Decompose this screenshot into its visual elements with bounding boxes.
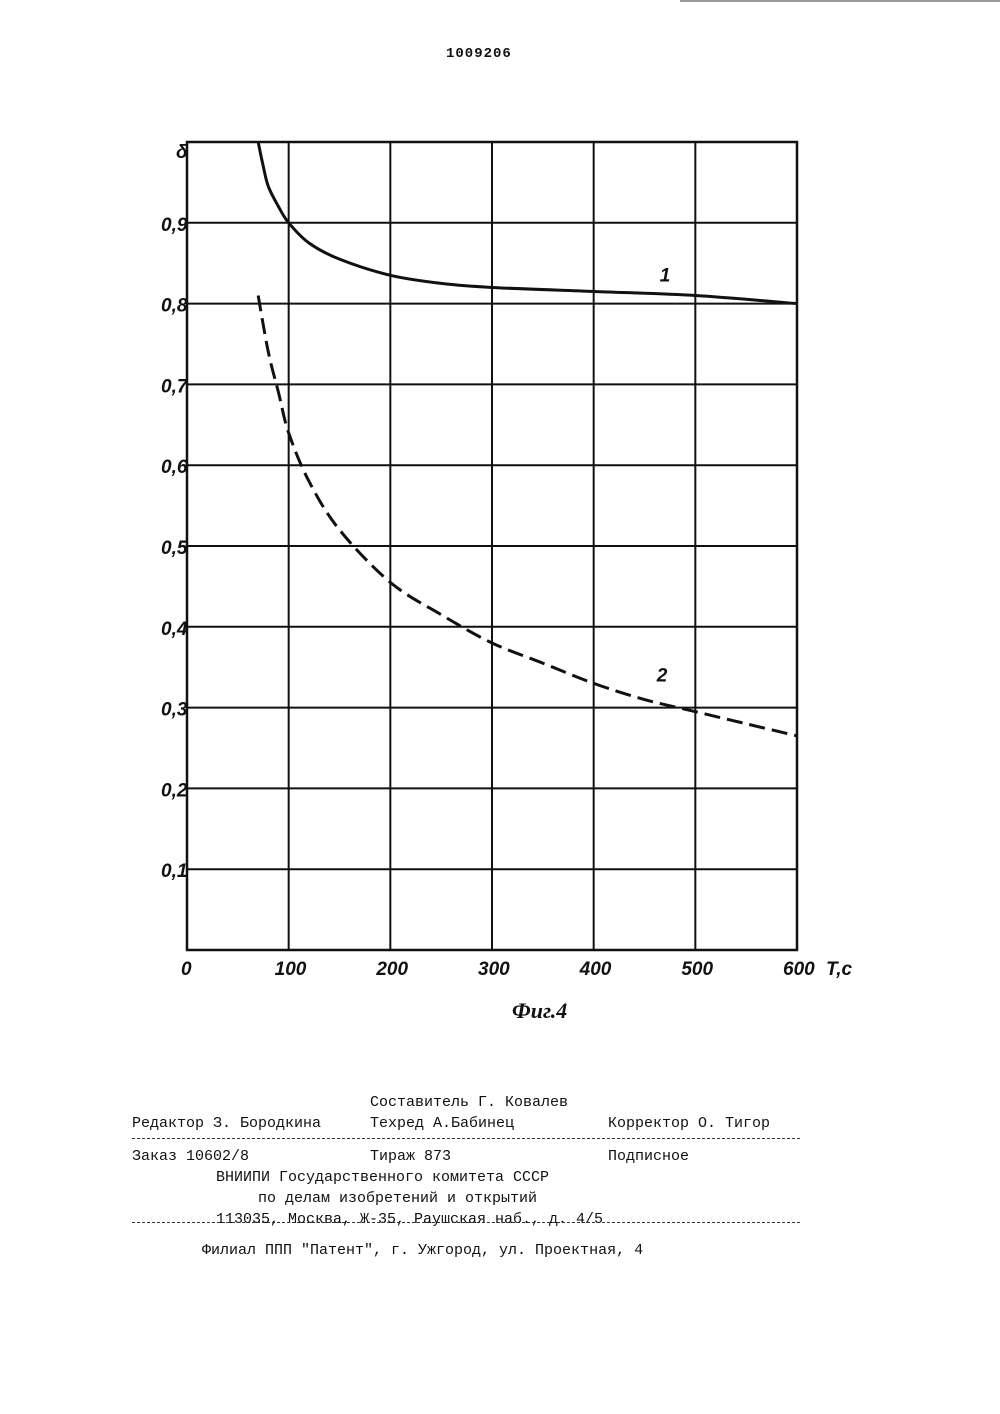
chart-grid [187,142,797,950]
series-line-2 [258,296,797,736]
order-line: Заказ 10602/8 [132,1146,249,1167]
org-line-2: по делам изобретений и открытий [258,1188,537,1209]
figure-caption: Фиг.4 [512,998,567,1023]
branch-line: Филиал ППП "Патент", г. Ужгород, ул. Про… [202,1240,643,1261]
chart: 12 01002003004005006000,10,20,30,40,50,6… [0,0,1000,1060]
series-label-2: 2 [656,665,668,686]
y-tick-label: 0,4 [161,619,188,640]
y-tick-label: 0,6 [161,457,188,478]
x-tick-label: 0 [181,959,192,980]
separator-rule-1 [132,1138,800,1139]
corrector-line: Корректор О. Тигор [608,1113,770,1134]
imprint-footer: Составитель Г. Ковалев Редактор З. Бород… [132,1092,812,1344]
org-line-1: ВНИИПИ Государственного комитета СССР [216,1167,549,1188]
compiler-line: Составитель Г. Ковалев [370,1092,568,1113]
y-tick-label: 0,9 [161,215,188,236]
y-axis-label: δ [176,142,188,163]
x-tick-label: 200 [375,959,408,980]
x-tick-label: 500 [681,959,713,980]
x-tick-label: 100 [275,959,307,980]
editor-line: Редактор З. Бородкина [132,1113,321,1134]
chart-ticks: 0 100 200 300 400 500 600 0,1 0,2 0,3 0,4 0,5 0,6 0,7… [161,215,815,980]
separator-rule-2 [132,1222,800,1223]
org-line-3: 113035, Москва, Ж-35, Раушская наб., д. … [216,1209,603,1230]
y-tick-label: 0,8 [161,296,188,317]
techred-line: Техред А.Бабинец [370,1113,514,1134]
x-tick-label: 300 [478,959,510,980]
chart-series: 12 [258,142,797,736]
x-axis-label: T,c [826,959,852,980]
y-tick-label: 0,1 [161,861,187,882]
y-tick-label: 0,2 [161,780,188,801]
y-tick-label: 0,3 [161,700,188,721]
y-tick-label: 0,7 [161,376,189,397]
x-tick-label: 400 [579,959,612,980]
x-tick-label: 600 [783,959,815,980]
series-label-1: 1 [660,265,671,286]
y-tick-label: 0,5 [161,538,188,559]
subscription-line: Подписное [608,1146,689,1167]
circulation-line: Тираж 873 [370,1146,451,1167]
